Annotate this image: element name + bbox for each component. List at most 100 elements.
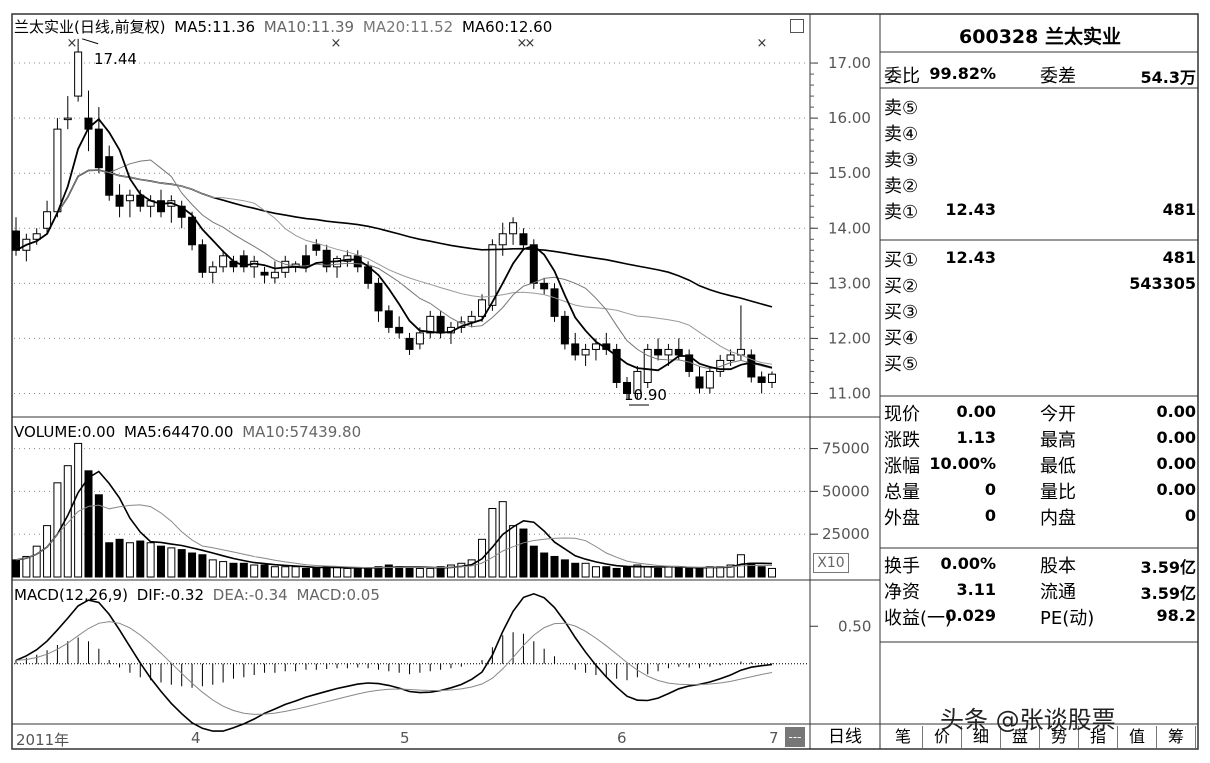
xaxis-month-4: 4	[191, 729, 201, 747]
quote-header: 600328 兰太实业	[959, 26, 1121, 48]
outer-frame	[11, 13, 1199, 750]
candle-body	[612, 348, 621, 383]
candle-body	[426, 315, 435, 334]
xaxis-month-6: 6	[617, 729, 627, 747]
ma10-value: MA10:11.39	[263, 18, 355, 36]
volume-bar	[167, 547, 176, 578]
volume-bar	[301, 567, 310, 578]
candle-body	[540, 282, 549, 290]
volume-bar	[94, 494, 103, 578]
volume-bar	[22, 555, 31, 578]
candle-body	[177, 205, 186, 218]
order-level-label: 卖③	[884, 150, 919, 171]
volume-bar	[229, 562, 238, 578]
stat-value: 0.00	[956, 402, 996, 421]
candle-body	[674, 348, 683, 356]
candle-body	[643, 348, 652, 383]
stat-value-2: 0	[1184, 506, 1196, 525]
candle-body	[115, 194, 124, 207]
candle-body	[509, 222, 518, 235]
volume-bar	[198, 554, 207, 578]
volume-bar	[654, 567, 663, 578]
volume-bar	[457, 562, 466, 578]
volume-bar	[623, 566, 632, 578]
quote-tab[interactable]: 价	[923, 726, 962, 748]
candle-body	[757, 376, 766, 383]
volume-bar	[415, 567, 424, 578]
volume-bar	[540, 552, 549, 578]
ex-rights-marker: ×	[331, 36, 342, 51]
order-level-label: 买①	[884, 250, 919, 271]
quote-tab[interactable]: 指	[1079, 726, 1118, 748]
candle-body	[395, 326, 404, 334]
volume-bar	[560, 559, 569, 578]
candle-body	[270, 271, 279, 279]
candle-body	[716, 359, 725, 372]
candle-body	[333, 258, 342, 268]
quote-tab[interactable]: 盘	[1001, 726, 1040, 748]
dea-line	[15, 621, 773, 715]
ex-rights-marker: ×	[67, 36, 78, 51]
volume-multiplier-button[interactable]: X10	[813, 553, 849, 573]
quote-tab[interactable]: 势	[1040, 726, 1079, 748]
period-button[interactable]: 日线	[828, 727, 862, 747]
order-volume: 543305	[1129, 274, 1196, 293]
candle-body	[705, 370, 714, 389]
candle-body	[239, 255, 248, 268]
candle-body	[301, 255, 310, 268]
candle-body	[633, 370, 642, 394]
panel-toggle-icon[interactable]	[790, 19, 804, 33]
volume-bar	[529, 545, 538, 578]
stat-label-2: 内盘	[1040, 508, 1076, 529]
volume-bar	[322, 566, 331, 578]
candle-body	[560, 315, 569, 345]
stat-row: 涨跌 1.13 最高 0.00	[884, 424, 1196, 451]
scroll-button[interactable]: ---	[785, 727, 805, 747]
volume-bar	[136, 540, 145, 578]
candle-body	[32, 233, 41, 240]
candle-body	[550, 288, 559, 317]
volume-bar	[43, 525, 52, 578]
weicha-value: 54.3万	[1140, 68, 1196, 87]
xaxis-month-7: 7	[769, 729, 779, 747]
stat-row: 净资 3.11 流通 3.59亿	[884, 576, 1196, 603]
order-row: 买② 543305	[884, 270, 1196, 297]
quote-tab[interactable]: 值	[1118, 726, 1157, 748]
candle-body	[405, 337, 414, 350]
volume-bar	[643, 566, 652, 578]
volume-bar	[260, 564, 269, 578]
volume-bar	[219, 561, 228, 578]
ma5-line	[15, 117, 773, 372]
candle-body	[488, 244, 497, 306]
stat-row: 现价 0.00 今开 0.00	[884, 398, 1196, 425]
quote-tab[interactable]: 细	[962, 726, 1001, 748]
volume-bar	[270, 566, 279, 578]
order-row: 卖① 12.43 481	[884, 196, 1196, 223]
quote-tab[interactable]: 笔	[884, 726, 923, 748]
volume-bar	[12, 559, 20, 578]
stat-row: 涨幅 10.00% 最低 0.00	[884, 450, 1196, 477]
volume-bar	[716, 566, 725, 578]
order-level-label: 买③	[884, 302, 919, 323]
volume-bar	[188, 552, 197, 578]
volume-bar	[364, 567, 373, 578]
stat-row: 总量 0 量比 0.00	[884, 476, 1196, 503]
stat-label: 涨跌	[884, 430, 920, 451]
volume-bar	[685, 567, 694, 578]
stat-value-2: 0.00	[1156, 402, 1196, 421]
volume-bar	[426, 567, 435, 578]
candle-body	[623, 381, 632, 394]
stat-value: 3.11	[956, 580, 996, 599]
order-row: 卖③	[884, 144, 1196, 171]
order-price: 12.43	[945, 200, 996, 219]
quote-tab[interactable]: 筹	[1157, 726, 1196, 748]
volume-ma5: MA5:64470.00	[124, 423, 234, 441]
ma10-line	[15, 159, 773, 370]
stat-value-2: 0.00	[1156, 428, 1196, 447]
volume-tick-label: 50000	[822, 482, 870, 500]
kline-tick-label: 16.00	[828, 109, 871, 127]
stat-label-2: PE(动)	[1040, 608, 1095, 629]
candle-body	[219, 255, 228, 268]
